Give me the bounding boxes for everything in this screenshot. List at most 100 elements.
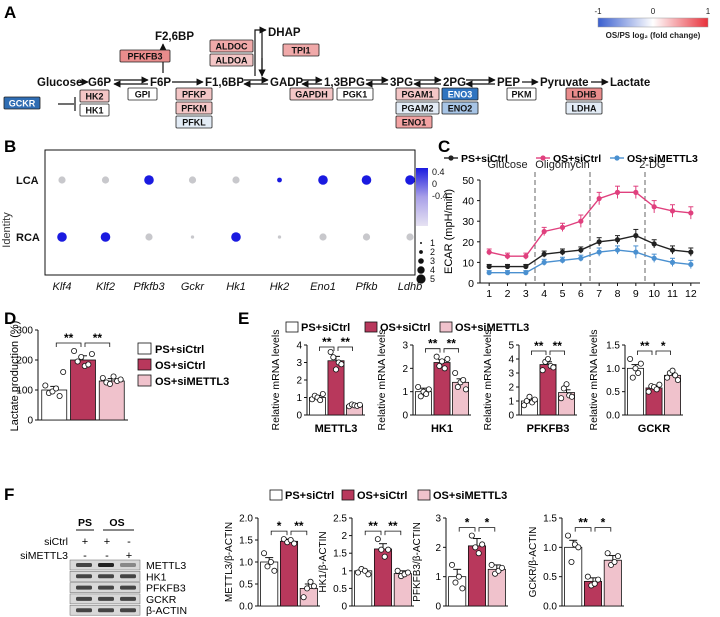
- y-tick-label: 2: [435, 543, 441, 554]
- gene-title: HK1: [431, 423, 453, 435]
- sig-label: **: [64, 331, 74, 345]
- blot-band: [120, 574, 136, 579]
- data-point: [307, 578, 314, 585]
- metabolite-2pg: 2PG: [443, 77, 466, 89]
- y-tick-label: 0.5: [543, 572, 557, 583]
- y-tick-label: 0: [296, 411, 302, 422]
- metabolite-g6p: G6P: [88, 77, 111, 89]
- size-legend-tick: 4: [430, 265, 435, 275]
- series-point: [633, 189, 639, 195]
- blot-band-label: GCKR: [146, 594, 177, 606]
- data-point: [417, 393, 424, 400]
- x-tick-label: 6: [578, 288, 584, 300]
- legend-label: OS+siMETTL3: [155, 376, 229, 388]
- sig-bracket: [531, 350, 547, 355]
- x-tick-label: 3: [523, 288, 529, 300]
- legend-swatch: [137, 342, 152, 355]
- sig-bracket: [443, 348, 459, 353]
- series-point: [596, 195, 602, 202]
- panel-label-c: C: [438, 137, 450, 156]
- sig-label: **: [428, 337, 438, 351]
- data-point: [56, 392, 63, 399]
- data-point: [436, 362, 443, 369]
- data-point: [545, 355, 552, 362]
- bar: [279, 540, 299, 607]
- dot-LCA-Hk2: [277, 177, 282, 183]
- series-point: [541, 228, 547, 235]
- y-tick-label: 0.5: [333, 584, 347, 595]
- enzyme-box-gckr: [3, 96, 41, 110]
- data-point: [452, 579, 459, 586]
- data-point: [611, 559, 618, 566]
- blot-row-label: siMETTL3: [20, 550, 68, 562]
- series-point: [688, 210, 694, 216]
- data-point: [645, 388, 652, 395]
- y-tick-label: 0: [27, 416, 33, 427]
- legend-swatch: [364, 321, 378, 333]
- data-point: [381, 553, 388, 560]
- y-tick-label: 2: [508, 383, 514, 394]
- data-point: [531, 396, 538, 403]
- data-point: [637, 360, 644, 367]
- y-tick-label: 3: [296, 358, 302, 369]
- metabolite-pep: PEP: [497, 77, 520, 89]
- series-point: [633, 233, 639, 239]
- sig-bracket: [319, 346, 335, 351]
- blot-band: [76, 563, 92, 567]
- sig-label: *: [661, 339, 666, 353]
- y-tick-label: 100: [16, 386, 33, 397]
- data-point: [264, 563, 271, 570]
- enzyme-label-pfkl: PFKL: [182, 118, 206, 128]
- colorbar-label: OS/PS log₂ (fold change): [606, 31, 701, 40]
- series-point: [614, 247, 621, 253]
- data-point: [441, 365, 448, 372]
- x-tick-label: 10: [648, 288, 660, 300]
- metabolite-3pg: 3PG: [390, 77, 413, 89]
- enzyme-label-pgam1: PGAM1: [401, 90, 433, 100]
- x-tick-label: 12: [685, 288, 697, 300]
- metabolite-gadp: GADP: [270, 77, 304, 89]
- data-point: [338, 361, 345, 368]
- metabolite-f16bp: F1,6BP: [205, 77, 244, 89]
- enzyme-label-gckr: GCKR: [9, 99, 36, 109]
- y-tick-label: 20: [462, 237, 474, 249]
- series-point: [578, 255, 584, 261]
- x-tick-label: 2: [505, 288, 511, 300]
- sig-label: **: [341, 335, 351, 349]
- data-point: [271, 567, 278, 574]
- enzyme-box-pfkfb3: [119, 49, 171, 63]
- data-point: [635, 369, 642, 376]
- data-point: [88, 350, 95, 357]
- y-tick-label: 2.5: [333, 514, 347, 525]
- y-tick-label: 1.5: [606, 341, 620, 352]
- enzyme-box-eno3: [441, 87, 479, 101]
- data-point: [629, 374, 636, 381]
- y-tick-label: 0.0: [606, 411, 620, 422]
- axis-title: PFKFB3/β-ACTIN: [412, 522, 423, 602]
- row-label: LCA: [16, 175, 39, 187]
- enzyme-box-pfkm: [175, 101, 213, 115]
- legend-label: PS+siCtrl: [155, 344, 204, 356]
- blot-mark: -: [127, 536, 131, 548]
- data-point: [674, 376, 681, 383]
- data-point: [521, 402, 528, 409]
- panel-label-b: B: [4, 137, 16, 156]
- data-point: [575, 544, 582, 551]
- series-line-0: [489, 234, 691, 268]
- sig-bracket: [549, 350, 565, 355]
- legend-label: OS+siMETTL3: [433, 490, 507, 502]
- blot-band-label: METTL3: [146, 560, 186, 572]
- series-point: [669, 247, 676, 253]
- series-point: [541, 251, 547, 257]
- y-tick-label: 200: [16, 356, 33, 367]
- enzyme-label-pfkp: PFKP: [182, 90, 206, 100]
- data-point: [632, 365, 639, 372]
- y-tick-label: 2.0: [239, 514, 253, 525]
- blot-mark: +: [104, 536, 110, 548]
- enzyme-box-pgk1: [336, 87, 374, 101]
- y-tick-label: 0.0: [543, 602, 557, 613]
- series-point: [596, 239, 602, 245]
- dot-RCA-Hk1: [231, 232, 241, 242]
- series-point: [614, 237, 621, 243]
